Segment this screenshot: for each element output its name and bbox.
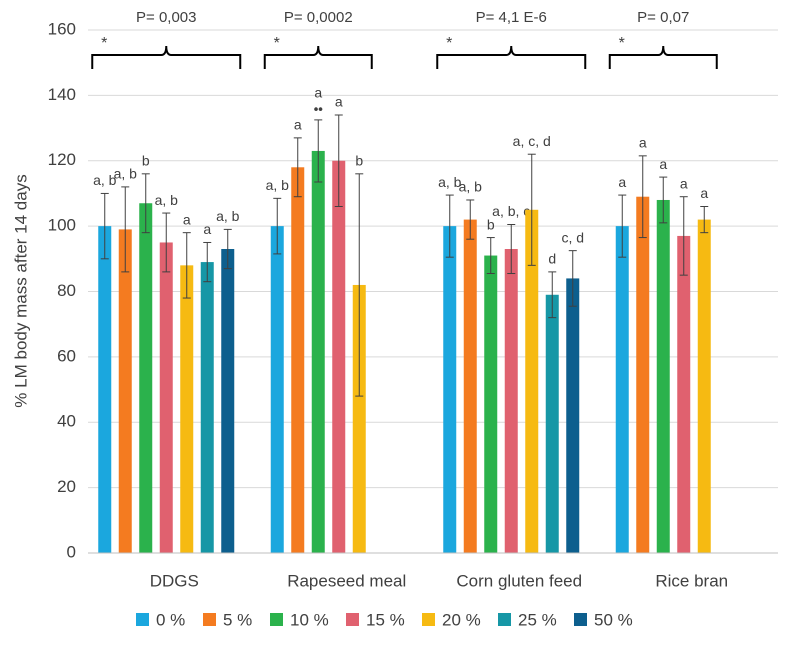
significance-letter: a <box>314 85 322 101</box>
significance-star: * <box>446 35 452 52</box>
significance-letter: a, b <box>459 179 483 195</box>
significance-letter: a, b <box>438 174 462 190</box>
bar <box>270 226 284 553</box>
bar <box>98 226 112 553</box>
significance-letter: a, b <box>93 172 117 188</box>
y-tick-label: 20 <box>57 477 76 496</box>
bar <box>291 167 305 553</box>
bar <box>545 294 559 553</box>
significance-letter: a <box>203 221 211 237</box>
legend-label: 0 % <box>156 610 185 629</box>
bar <box>180 265 194 553</box>
bar <box>677 235 691 553</box>
y-tick-label: 60 <box>57 346 76 365</box>
annotation: •• <box>314 101 324 116</box>
y-tick-label: 140 <box>48 85 76 104</box>
bar <box>139 203 153 553</box>
bar <box>697 219 711 553</box>
legend-label: 10 % <box>290 610 329 629</box>
bar <box>332 160 346 553</box>
legend-label: 5 % <box>223 610 252 629</box>
legend-label: 50 % <box>594 610 633 629</box>
legend-swatch <box>203 613 216 626</box>
significance-letter: a <box>618 174 626 190</box>
y-tick-label: 120 <box>48 150 76 169</box>
x-tick-label: Corn gluten feed <box>456 571 582 590</box>
bar <box>484 255 498 553</box>
significance-star: * <box>619 35 625 52</box>
bar <box>615 226 629 553</box>
bar <box>636 196 650 554</box>
bar <box>525 209 539 553</box>
bar <box>566 278 580 553</box>
bar <box>443 226 457 553</box>
bar <box>221 249 235 553</box>
significance-letter: a, b <box>216 208 240 224</box>
x-tick-label: DDGS <box>150 571 199 590</box>
significance-letter: c, d <box>561 229 584 245</box>
significance-letter: a <box>700 185 708 201</box>
bar <box>159 242 173 553</box>
significance-letter: a, b <box>155 192 179 208</box>
bracket <box>608 45 718 69</box>
bar <box>352 284 366 553</box>
significance-letter: a <box>639 135 647 151</box>
significance-letter: a <box>680 175 688 191</box>
p-value: P= 0,0002 <box>284 9 353 26</box>
bar <box>311 150 325 553</box>
significance-letter: b <box>355 153 363 169</box>
bar <box>656 199 670 553</box>
y-tick-label: 160 <box>48 19 76 38</box>
bar <box>463 219 477 553</box>
y-tick-label: 40 <box>57 412 76 431</box>
y-tick-label: 0 <box>67 542 76 561</box>
p-value: P= 4,1 E-6 <box>476 9 547 26</box>
legend-label: 20 % <box>442 610 481 629</box>
significance-letter: a, b <box>114 166 138 182</box>
x-tick-label: Rice bran <box>655 571 728 590</box>
y-axis-title: % LM body mass after 14 days <box>11 174 30 407</box>
legend-swatch <box>574 613 587 626</box>
bar <box>504 249 518 553</box>
p-value: P= 0,07 <box>637 9 689 26</box>
y-tick-label: 80 <box>57 281 76 300</box>
x-tick-label: Rapeseed meal <box>287 571 406 590</box>
bar <box>118 229 132 554</box>
significance-letter: a, b, c <box>492 203 530 219</box>
significance-letter: a, b <box>266 177 290 193</box>
legend-label: 25 % <box>518 610 557 629</box>
legend-swatch <box>498 613 511 626</box>
legend-swatch <box>422 613 435 626</box>
bracket <box>263 45 373 69</box>
significance-letter: a <box>183 211 191 227</box>
significance-letter: a <box>335 94 343 110</box>
bar <box>200 262 214 553</box>
significance-letter: b <box>142 153 150 169</box>
significance-letter: d <box>548 251 556 267</box>
significance-letter: a, c, d <box>513 133 551 149</box>
bracket <box>436 45 587 69</box>
significance-letter: a <box>659 156 667 172</box>
legend-swatch <box>346 613 359 626</box>
p-value: P= 0,003 <box>136 9 196 26</box>
y-tick-label: 100 <box>48 216 76 235</box>
significance-letter: a <box>294 117 302 133</box>
legend-label: 15 % <box>366 610 405 629</box>
significance-letter: b <box>487 216 495 232</box>
legend-swatch <box>136 613 149 626</box>
significance-star: * <box>101 35 107 52</box>
significance-star: * <box>274 35 280 52</box>
bracket <box>91 45 242 69</box>
legend-swatch <box>270 613 283 626</box>
